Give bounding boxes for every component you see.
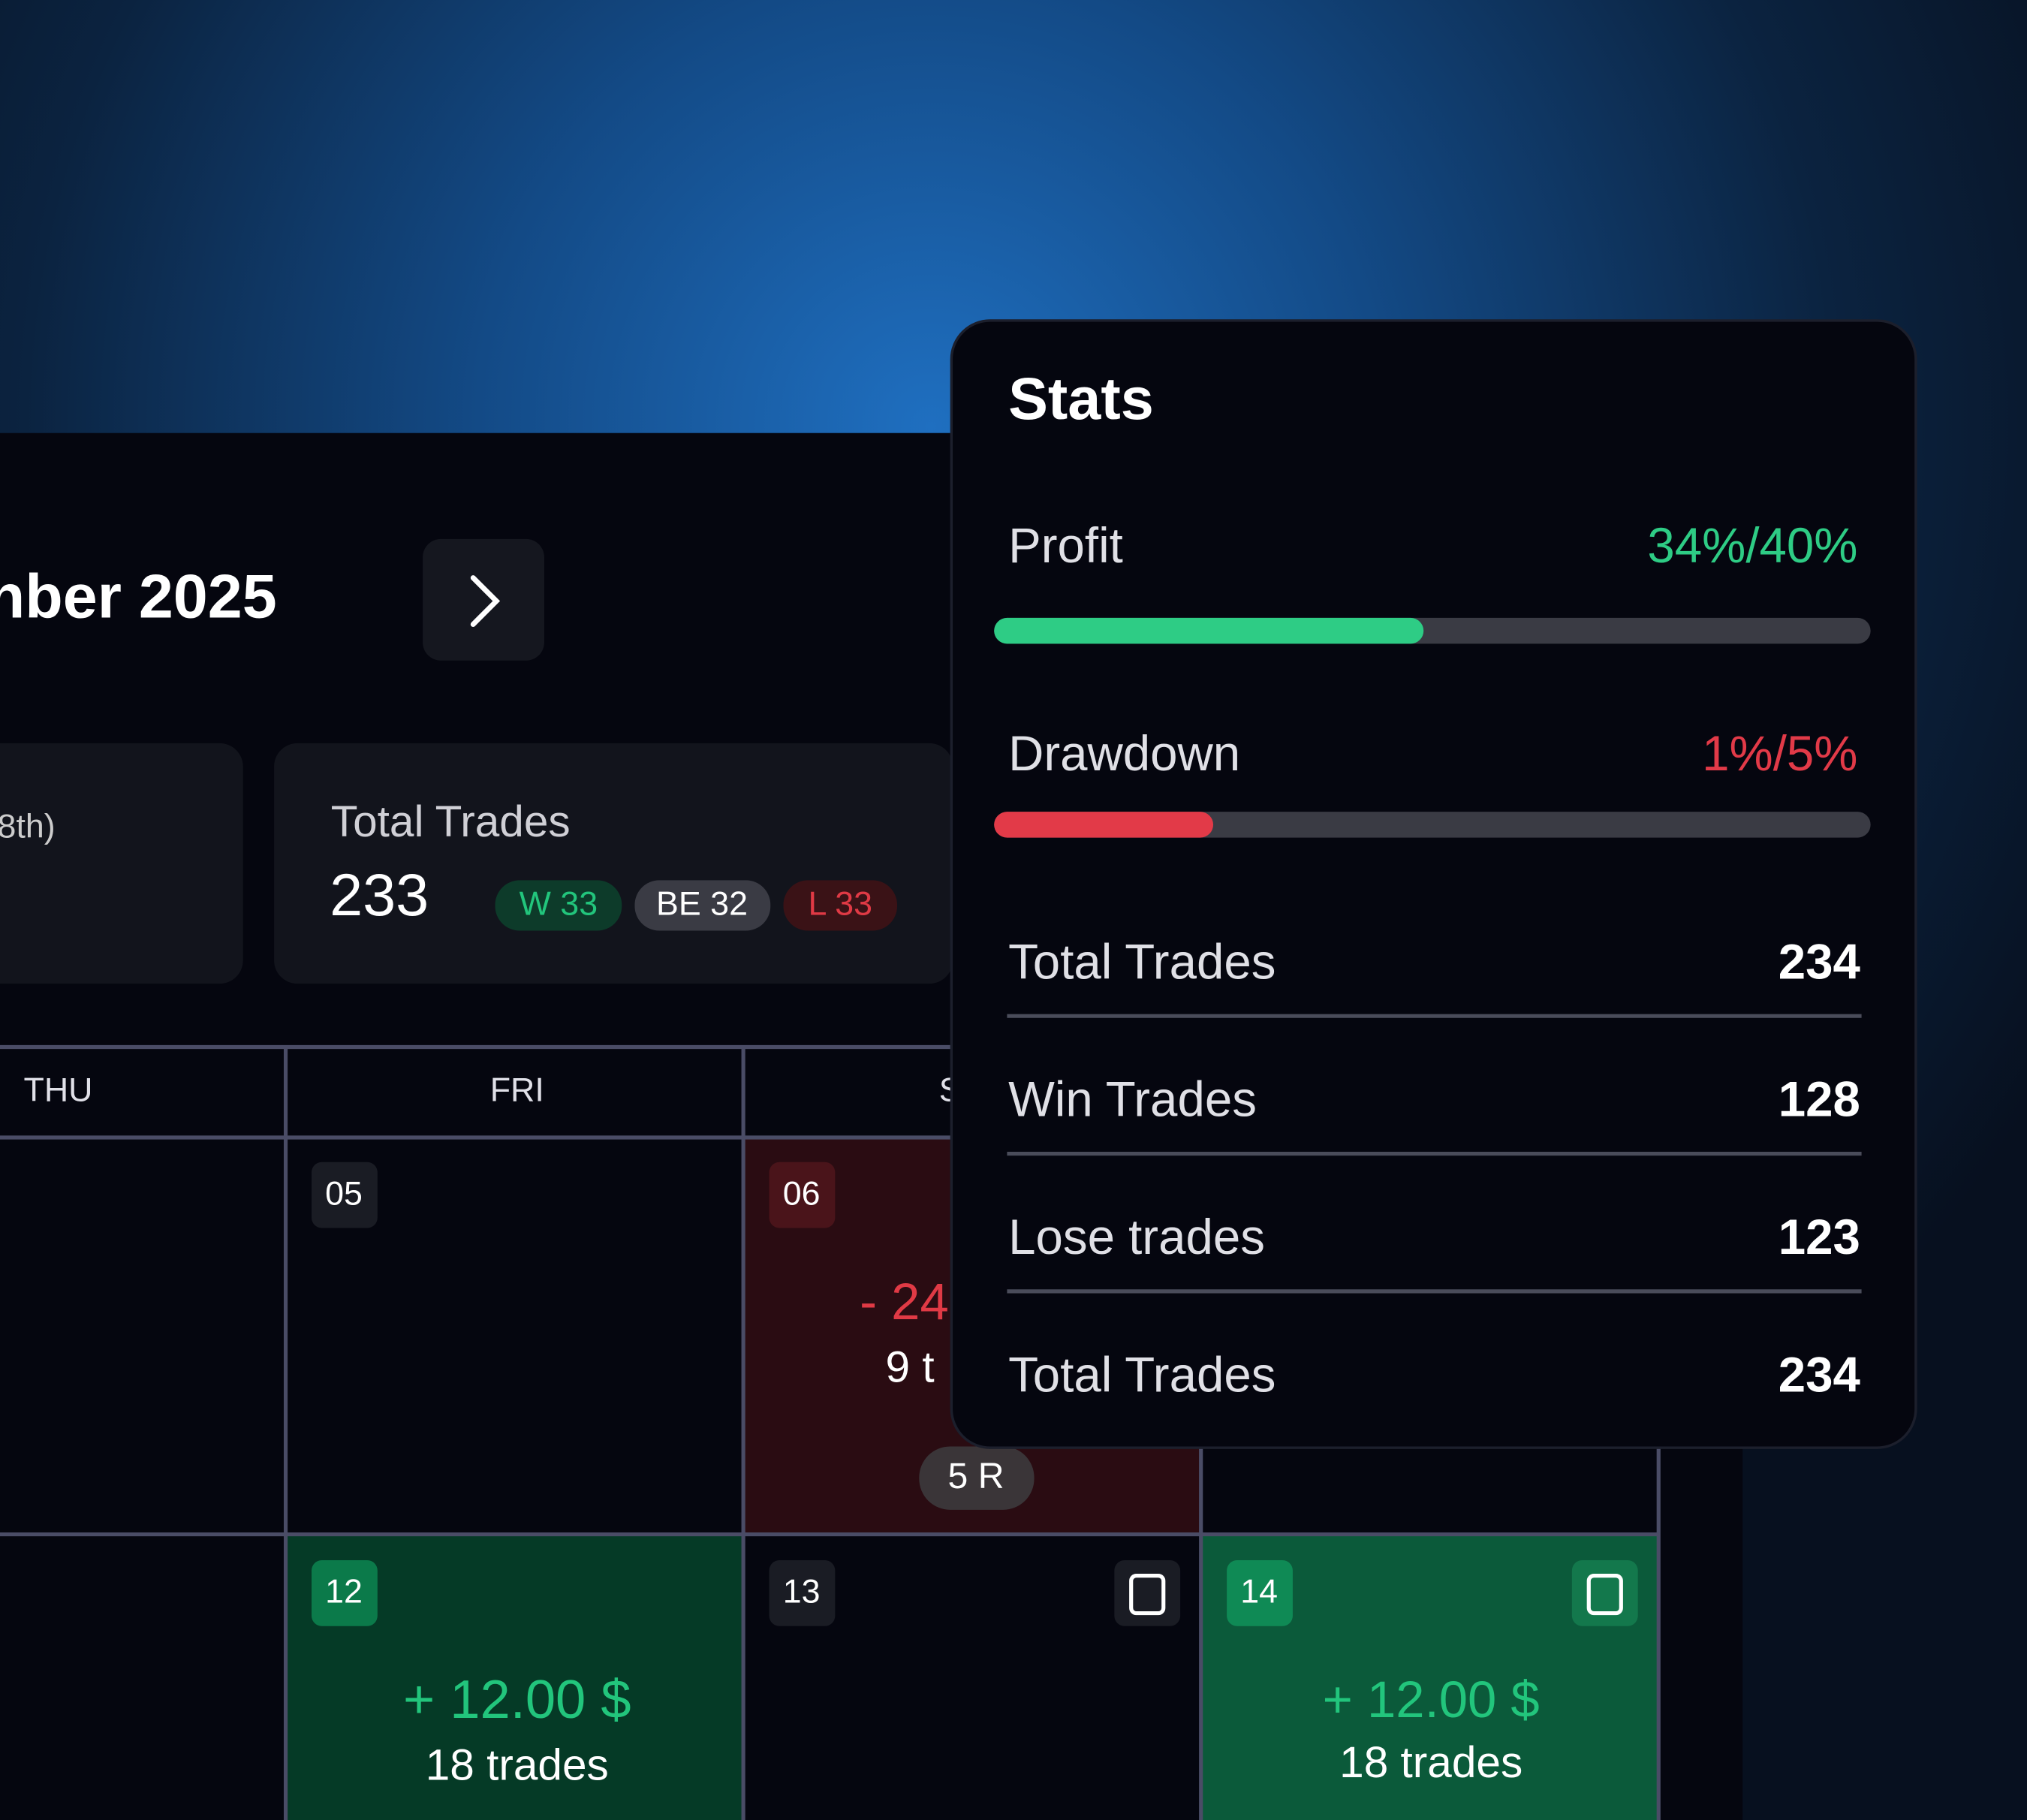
stat-value: 234: [1779, 934, 1861, 989]
date-badge: [311, 1162, 378, 1228]
stat-value: 123: [1779, 1210, 1860, 1264]
stat-value: 234: [1779, 1347, 1861, 1402]
chevron-icon: [470, 575, 501, 627]
date-label: 12: [325, 1573, 363, 1611]
stats-title: Stats: [1008, 365, 1154, 432]
note-icon: [1586, 1574, 1623, 1616]
stat-value: 128: [1779, 1072, 1860, 1127]
stat-label: Lose trades: [1008, 1210, 1265, 1264]
day-pnl: + 12.00 $: [403, 1670, 631, 1730]
weekday-label: FRI: [490, 1071, 544, 1109]
stats-bg: [950, 319, 1917, 1449]
summary-text: 8th): [0, 807, 56, 845]
total-trades-card: [274, 743, 953, 984]
weekday-label: THU: [23, 1071, 92, 1109]
progress-value: 34%/40%: [1647, 518, 1857, 573]
stat-label: Total Trades: [1008, 934, 1276, 989]
stat-label: Total Trades: [1008, 1347, 1276, 1402]
r-pill-text: 5 R: [948, 1456, 1004, 1496]
progress-value: 1%/5%: [1702, 726, 1857, 781]
loss-badge-text: L 33: [809, 885, 872, 923]
stat-label: Win Trades: [1008, 1072, 1257, 1127]
stats-panel: Stats Profit 34%/40% Drawdown 1%/5% Total Tr…: [950, 319, 1917, 1449]
progress-fill: [994, 812, 1214, 838]
date-label: 13: [783, 1573, 821, 1611]
progress-label: Profit: [1008, 518, 1123, 573]
note-icon: [1129, 1574, 1166, 1616]
progress-fill: [994, 617, 1424, 644]
be-badge: [634, 880, 771, 931]
month-title: nber 2025: [0, 561, 277, 631]
day-trades: 9 t: [886, 1342, 935, 1391]
day-pnl: - 24: [860, 1273, 949, 1330]
card-label: Total Trades: [331, 797, 571, 846]
day-pnl: + 12.00 $: [1323, 1671, 1540, 1728]
next-button[interactable]: [423, 538, 544, 661]
note-button[interactable]: [1571, 1559, 1638, 1626]
note-button[interactable]: [1114, 1559, 1181, 1626]
r-pill: [919, 1446, 1035, 1510]
progress-label: Drawdown: [1008, 726, 1240, 781]
summary-card: [0, 743, 243, 984]
date-badge: [769, 1559, 836, 1626]
card-value: 233: [330, 861, 429, 928]
day-trades: 18 trades: [1339, 1738, 1523, 1787]
date-badge: [769, 1162, 836, 1228]
date-label: 14: [1240, 1573, 1278, 1611]
day-trades: 18 trades: [426, 1741, 609, 1790]
win-badge: [495, 880, 622, 931]
date-badge: [1227, 1559, 1293, 1626]
date-label: 05: [325, 1174, 363, 1212]
progress-track: [994, 812, 1871, 838]
be-badge-text: BE 32: [656, 885, 748, 923]
loss-badge: [783, 880, 898, 931]
win-badge-text: W 33: [520, 885, 598, 923]
date-badge: [311, 1559, 378, 1626]
date-label: 06: [783, 1174, 821, 1212]
